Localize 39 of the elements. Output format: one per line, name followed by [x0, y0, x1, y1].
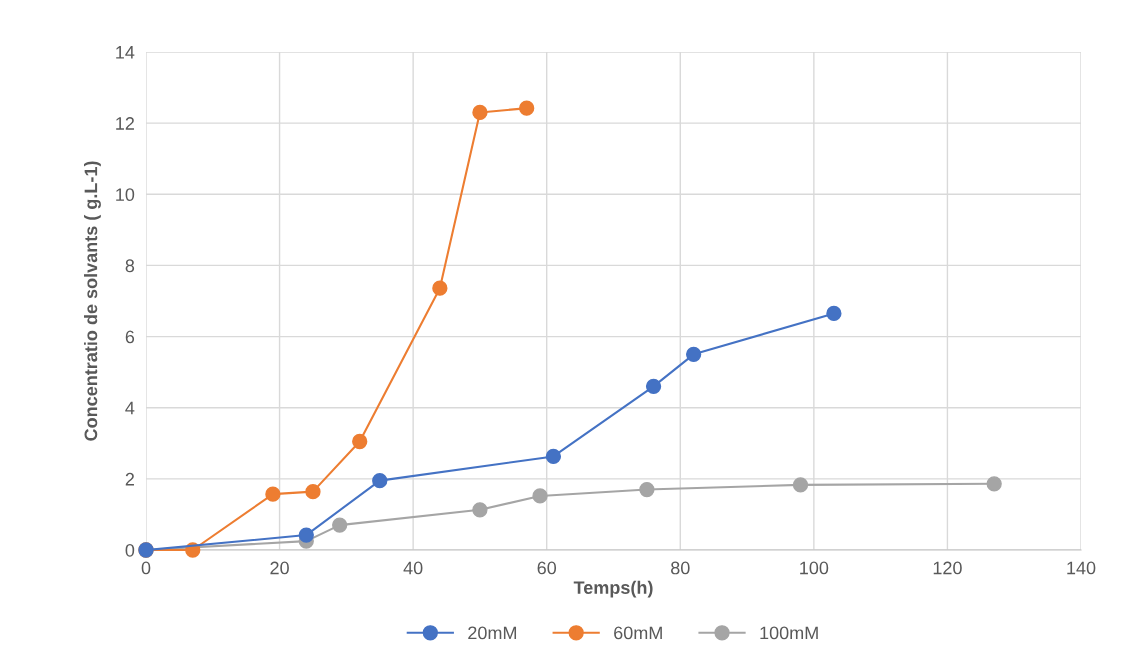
x-tick-label: 120 — [933, 561, 962, 575]
y-tick-label: 0 — [125, 543, 135, 557]
point — [532, 488, 548, 504]
y-tick-label: 8 — [125, 259, 135, 273]
point — [472, 502, 488, 518]
point — [332, 517, 348, 533]
point — [265, 486, 281, 502]
x-tick-label: 100 — [800, 561, 829, 575]
point — [826, 305, 842, 322]
y-axis-title: Concentratio de solvants ( g.L-1) — [84, 161, 101, 441]
x-tick-label: 60 — [537, 561, 557, 575]
point — [545, 448, 562, 465]
x-tick-label: 80 — [671, 561, 690, 575]
point — [298, 527, 314, 543]
x-tick-label: 40 — [403, 561, 423, 575]
point — [432, 280, 448, 296]
x-tick-label: 0 — [141, 561, 151, 575]
x-axis-title: Temps(h) — [573, 580, 653, 598]
y-tick-label: 4 — [125, 401, 135, 415]
point — [305, 484, 321, 500]
point — [352, 433, 368, 450]
point — [639, 481, 655, 498]
point — [645, 378, 662, 395]
point — [792, 477, 809, 493]
y-tick-label: 10 — [116, 188, 135, 202]
legend-label: 60mM — [614, 626, 662, 640]
point — [519, 100, 535, 116]
x-tick-label: 20 — [270, 561, 289, 575]
point — [686, 346, 702, 362]
legend-label: 100mM — [760, 626, 818, 640]
y-tick-label: 6 — [125, 330, 135, 344]
y-tick-label: 14 — [116, 46, 135, 59]
x-tick-label: 140 — [1067, 561, 1096, 575]
legend-label: 20mM — [468, 626, 517, 640]
point — [986, 476, 1002, 492]
point — [372, 472, 388, 489]
y-tick-label: 12 — [116, 117, 134, 130]
y-tick-label: 2 — [125, 472, 134, 486]
point — [472, 104, 488, 121]
